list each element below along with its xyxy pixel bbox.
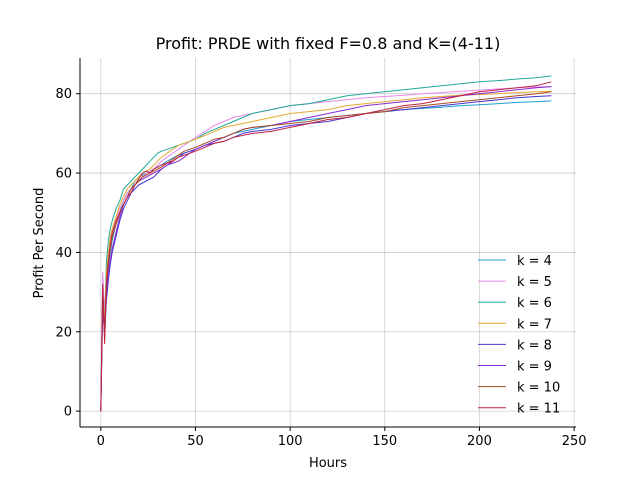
x-tick-label: 0 <box>97 434 105 449</box>
x-tick-label: 50 <box>187 434 204 449</box>
chart-title: Profit: PRDE with fixed F=0.8 and K=(4-1… <box>156 34 501 53</box>
legend-label: k = 7 <box>517 317 552 332</box>
legend-label: k = 10 <box>517 381 560 396</box>
y-tick-label: 40 <box>55 246 72 261</box>
legend-label: k = 4 <box>517 254 552 269</box>
series-line-k-9 <box>100 86 552 412</box>
y-axis-label: Profit Per Second <box>32 188 47 299</box>
y-tick-label: 20 <box>55 325 72 340</box>
y-tick-label: 60 <box>55 167 72 182</box>
y-tick-label: 80 <box>55 87 72 102</box>
grid-layer <box>80 58 576 427</box>
x-tick-label: 150 <box>372 434 397 449</box>
series-line-k-4 <box>100 100 552 412</box>
ticks-layer: 0 50 100 150 200 250 0 20 40 60 80 <box>55 87 586 449</box>
axes-layer <box>79 58 576 428</box>
x-tick-label: 250 <box>562 434 587 449</box>
legend: k = 4 k = 5 k = 6 k = 7 k = 8 k = 9 k = 10 k = … <box>478 254 560 417</box>
series-line-k-10 <box>100 91 552 412</box>
legend-label: k = 5 <box>517 275 552 290</box>
legend-label: k = 6 <box>517 296 552 311</box>
series-line-k-11 <box>100 81 552 412</box>
y-tick-label: 0 <box>64 405 72 420</box>
legend-label: k = 11 <box>517 402 560 417</box>
x-tick-label: 100 <box>278 434 303 449</box>
series-line-k-8 <box>100 95 552 412</box>
series-line-k-7 <box>100 90 552 412</box>
series-layer <box>100 75 552 412</box>
legend-label: k = 8 <box>517 338 552 353</box>
series-line-k-6 <box>100 75 552 412</box>
x-axis-label: Hours <box>309 456 347 471</box>
series-line-k-5 <box>100 86 552 412</box>
x-tick-label: 200 <box>467 434 492 449</box>
legend-label: k = 9 <box>517 360 552 375</box>
